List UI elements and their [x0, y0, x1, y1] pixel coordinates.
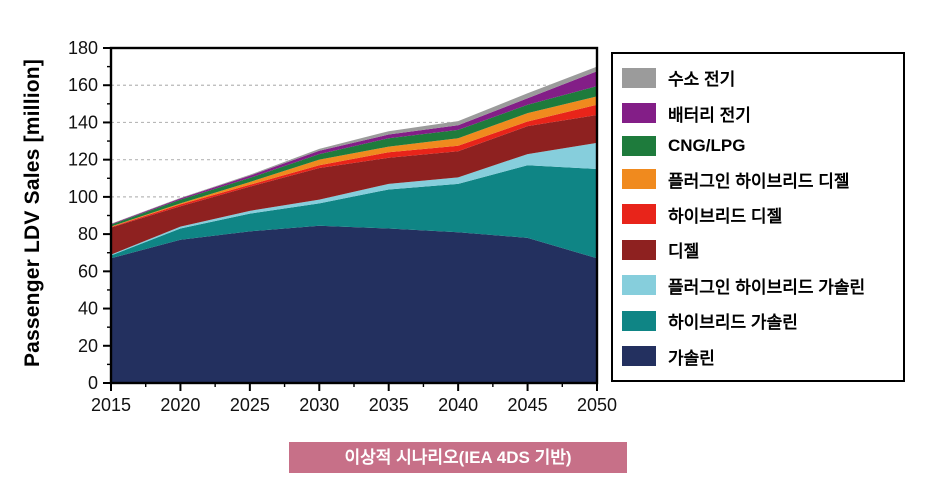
- legend-item-plugin-hybrid-gasoline: 플러그인 하이브리드 가솔린: [622, 273, 899, 298]
- area-hybrid-gasoline: [111, 165, 597, 259]
- legend-label: 하이브리드 가솔린: [668, 313, 798, 333]
- legend-swatch-diesel: [622, 239, 656, 260]
- legend-label: 플러그인 하이브리드 가솔린: [668, 277, 866, 297]
- area-plugin-hybrid-diesel: [111, 96, 597, 228]
- x-axis-tick-label: 2025: [230, 395, 270, 415]
- y-axis-tick-label: 40: [78, 299, 98, 319]
- legend-label: 가솔린: [668, 348, 715, 368]
- legend-swatch-battery-electric: [622, 103, 656, 124]
- y-axis-tick-label: 160: [68, 75, 98, 95]
- area-gasoline: [111, 225, 597, 383]
- legend-label: 하이브리드 디젤: [668, 206, 783, 226]
- legend-label: 수소 전기: [668, 70, 736, 90]
- legend-label: 플러그인 하이브리드 디젤: [668, 171, 850, 191]
- legend-swatch-plugin-hybrid-diesel: [622, 169, 656, 190]
- legend-label: 디젤: [668, 242, 700, 262]
- y-axis-tick-label: 140: [68, 112, 98, 132]
- x-axis-tick-label: 2035: [369, 395, 409, 415]
- legend-item-hybrid-diesel: 하이브리드 디젤: [622, 202, 899, 227]
- x-axis-tick-label: 2040: [438, 395, 478, 415]
- legend-swatch-cng-lpg: [622, 136, 656, 157]
- y-axis-tick-label: 120: [68, 150, 98, 170]
- legend-label: CNG/LPG: [668, 136, 746, 156]
- area-plugin-hybrid-gasoline: [111, 142, 597, 256]
- legend-swatch-gasoline: [622, 346, 656, 367]
- x-axis-tick-label: 2045: [508, 395, 548, 415]
- legend-swatch-hybrid-diesel: [622, 204, 656, 225]
- area-hybrid-diesel: [111, 104, 597, 228]
- legend-item-cng-lpg: CNG/LPG: [622, 136, 899, 157]
- y-axis-tick-label: 80: [78, 224, 98, 244]
- y-axis-tick-label: 60: [78, 261, 98, 281]
- legend-item-hybrid-gasoline: 하이브리드 가솔린: [622, 308, 899, 333]
- legend-label: 배터리 전기: [668, 105, 751, 125]
- x-axis-tick-label: 2015: [91, 395, 131, 415]
- legend-item-hydrogen-electric: 수소 전기: [622, 65, 899, 90]
- legend-swatch-hydrogen-electric: [622, 67, 656, 88]
- legend-item-battery-electric: 배터리 전기: [622, 101, 899, 126]
- area-cng-lpg: [111, 86, 597, 227]
- scenario-caption: 이상적 시나리오(IEA 4DS 기반): [289, 442, 627, 473]
- y-axis-tick-label: 100: [68, 187, 98, 207]
- y-axis-tick-label: 20: [78, 336, 98, 356]
- x-axis-tick-label: 2030: [299, 395, 339, 415]
- legend-item-diesel: 디젤: [622, 237, 899, 262]
- legend-swatch-hybrid-gasoline: [622, 310, 656, 331]
- scenario-caption-text: 이상적 시나리오(IEA 4DS 기반): [344, 448, 572, 467]
- area-diesel: [111, 115, 597, 255]
- legend-item-plugin-hybrid-diesel: 플러그인 하이브리드 디젤: [622, 167, 899, 192]
- x-axis-tick-label: 2020: [160, 395, 200, 415]
- y-axis-tick-label: 0: [88, 373, 98, 393]
- y-axis-tick-label: 180: [68, 38, 98, 58]
- legend-swatch-plugin-hybrid-gasoline: [622, 275, 656, 296]
- x-axis-tick-label: 2050: [577, 395, 617, 415]
- legend-item-gasoline: 가솔린: [622, 344, 899, 369]
